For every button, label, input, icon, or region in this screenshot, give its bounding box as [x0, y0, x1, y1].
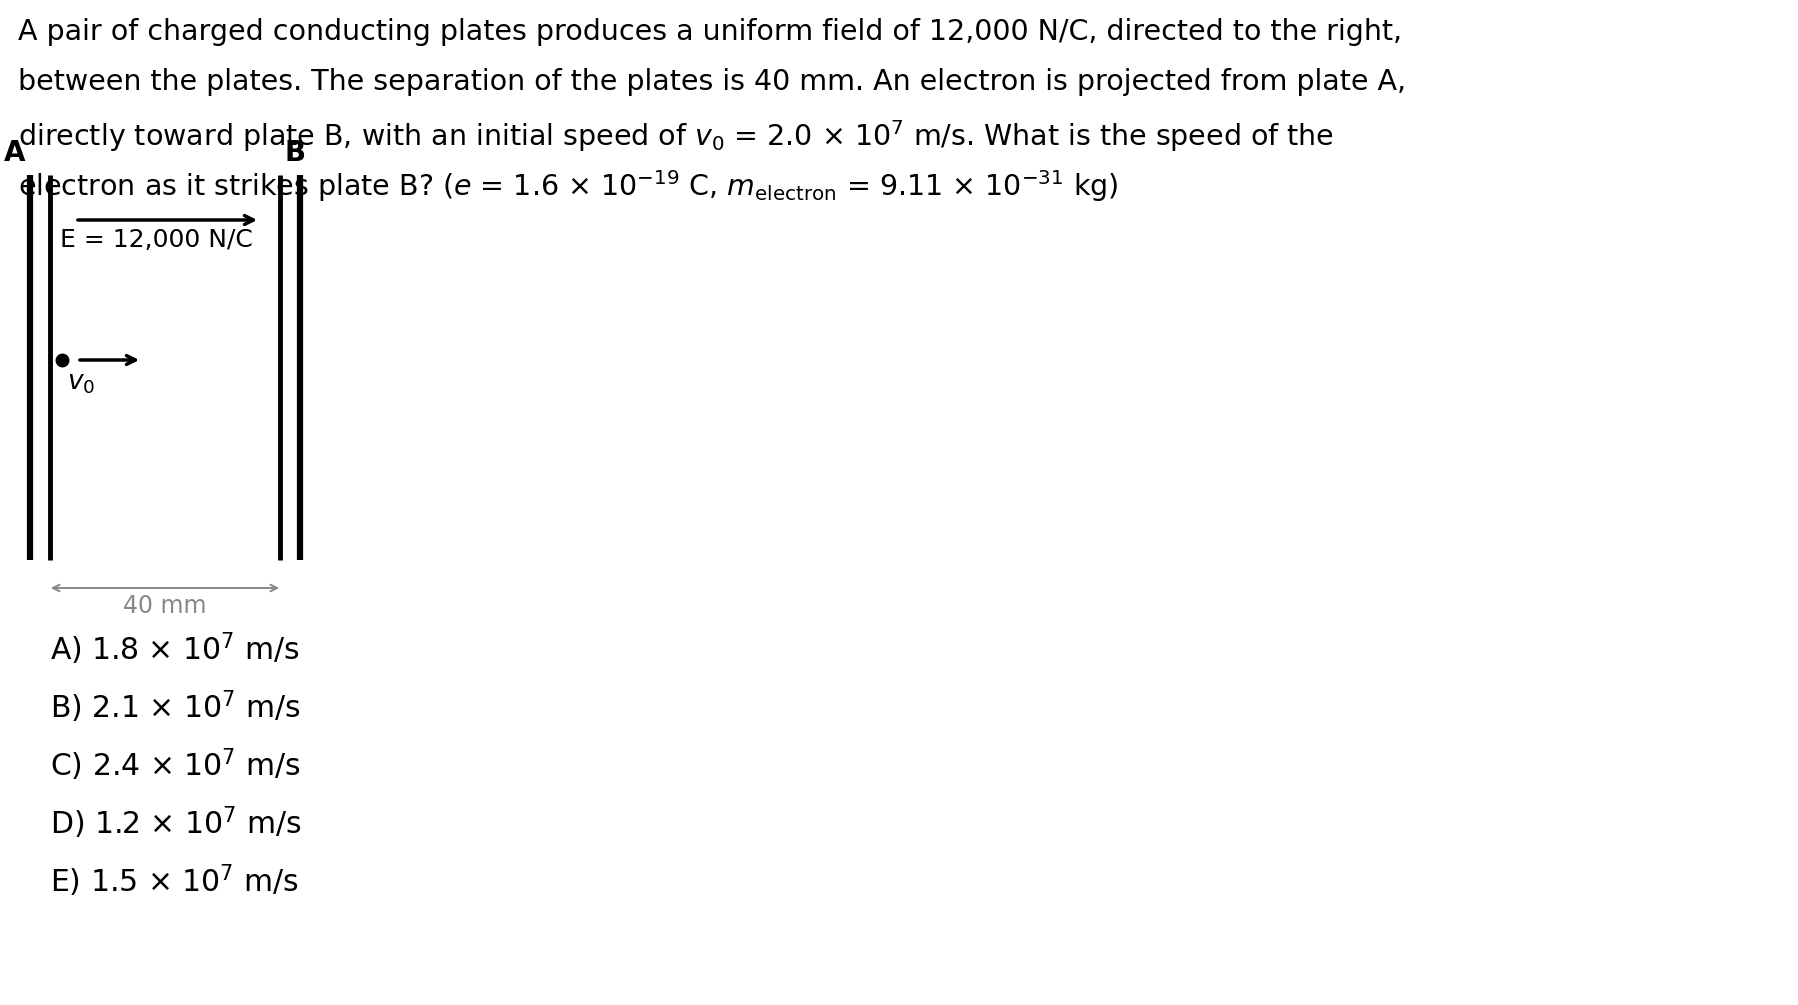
Text: between the plates. The separation of the plates is 40 mm. An electron is projec: between the plates. The separation of th… — [18, 68, 1406, 96]
Text: B: B — [284, 139, 306, 167]
Text: B) 2.1 × 10$^7$ m/s: B) 2.1 × 10$^7$ m/s — [50, 688, 300, 725]
Text: electron as it strikes plate B? ($e$ = 1.6 × 10$^{-19}$ C, $m_\mathrm{electron}$: electron as it strikes plate B? ($e$ = 1… — [18, 168, 1118, 204]
Text: $v_0$: $v_0$ — [67, 370, 95, 396]
Text: E) 1.5 × 10$^7$ m/s: E) 1.5 × 10$^7$ m/s — [50, 862, 298, 898]
Text: 40 mm: 40 mm — [124, 594, 207, 618]
Text: D) 1.2 × 10$^7$ m/s: D) 1.2 × 10$^7$ m/s — [50, 804, 300, 840]
Text: A: A — [4, 139, 25, 167]
Text: A) 1.8 × 10$^7$ m/s: A) 1.8 × 10$^7$ m/s — [50, 630, 300, 666]
Text: directly toward plate B, with an initial speed of $v_0$ = 2.0 × 10$^7$ m/s. What: directly toward plate B, with an initial… — [18, 118, 1334, 154]
Text: C) 2.4 × 10$^7$ m/s: C) 2.4 × 10$^7$ m/s — [50, 746, 300, 783]
Text: E = 12,000 N/C: E = 12,000 N/C — [59, 228, 252, 252]
Text: A pair of charged conducting plates produces a uniform field of 12,000 N/C, dire: A pair of charged conducting plates prod… — [18, 18, 1401, 46]
